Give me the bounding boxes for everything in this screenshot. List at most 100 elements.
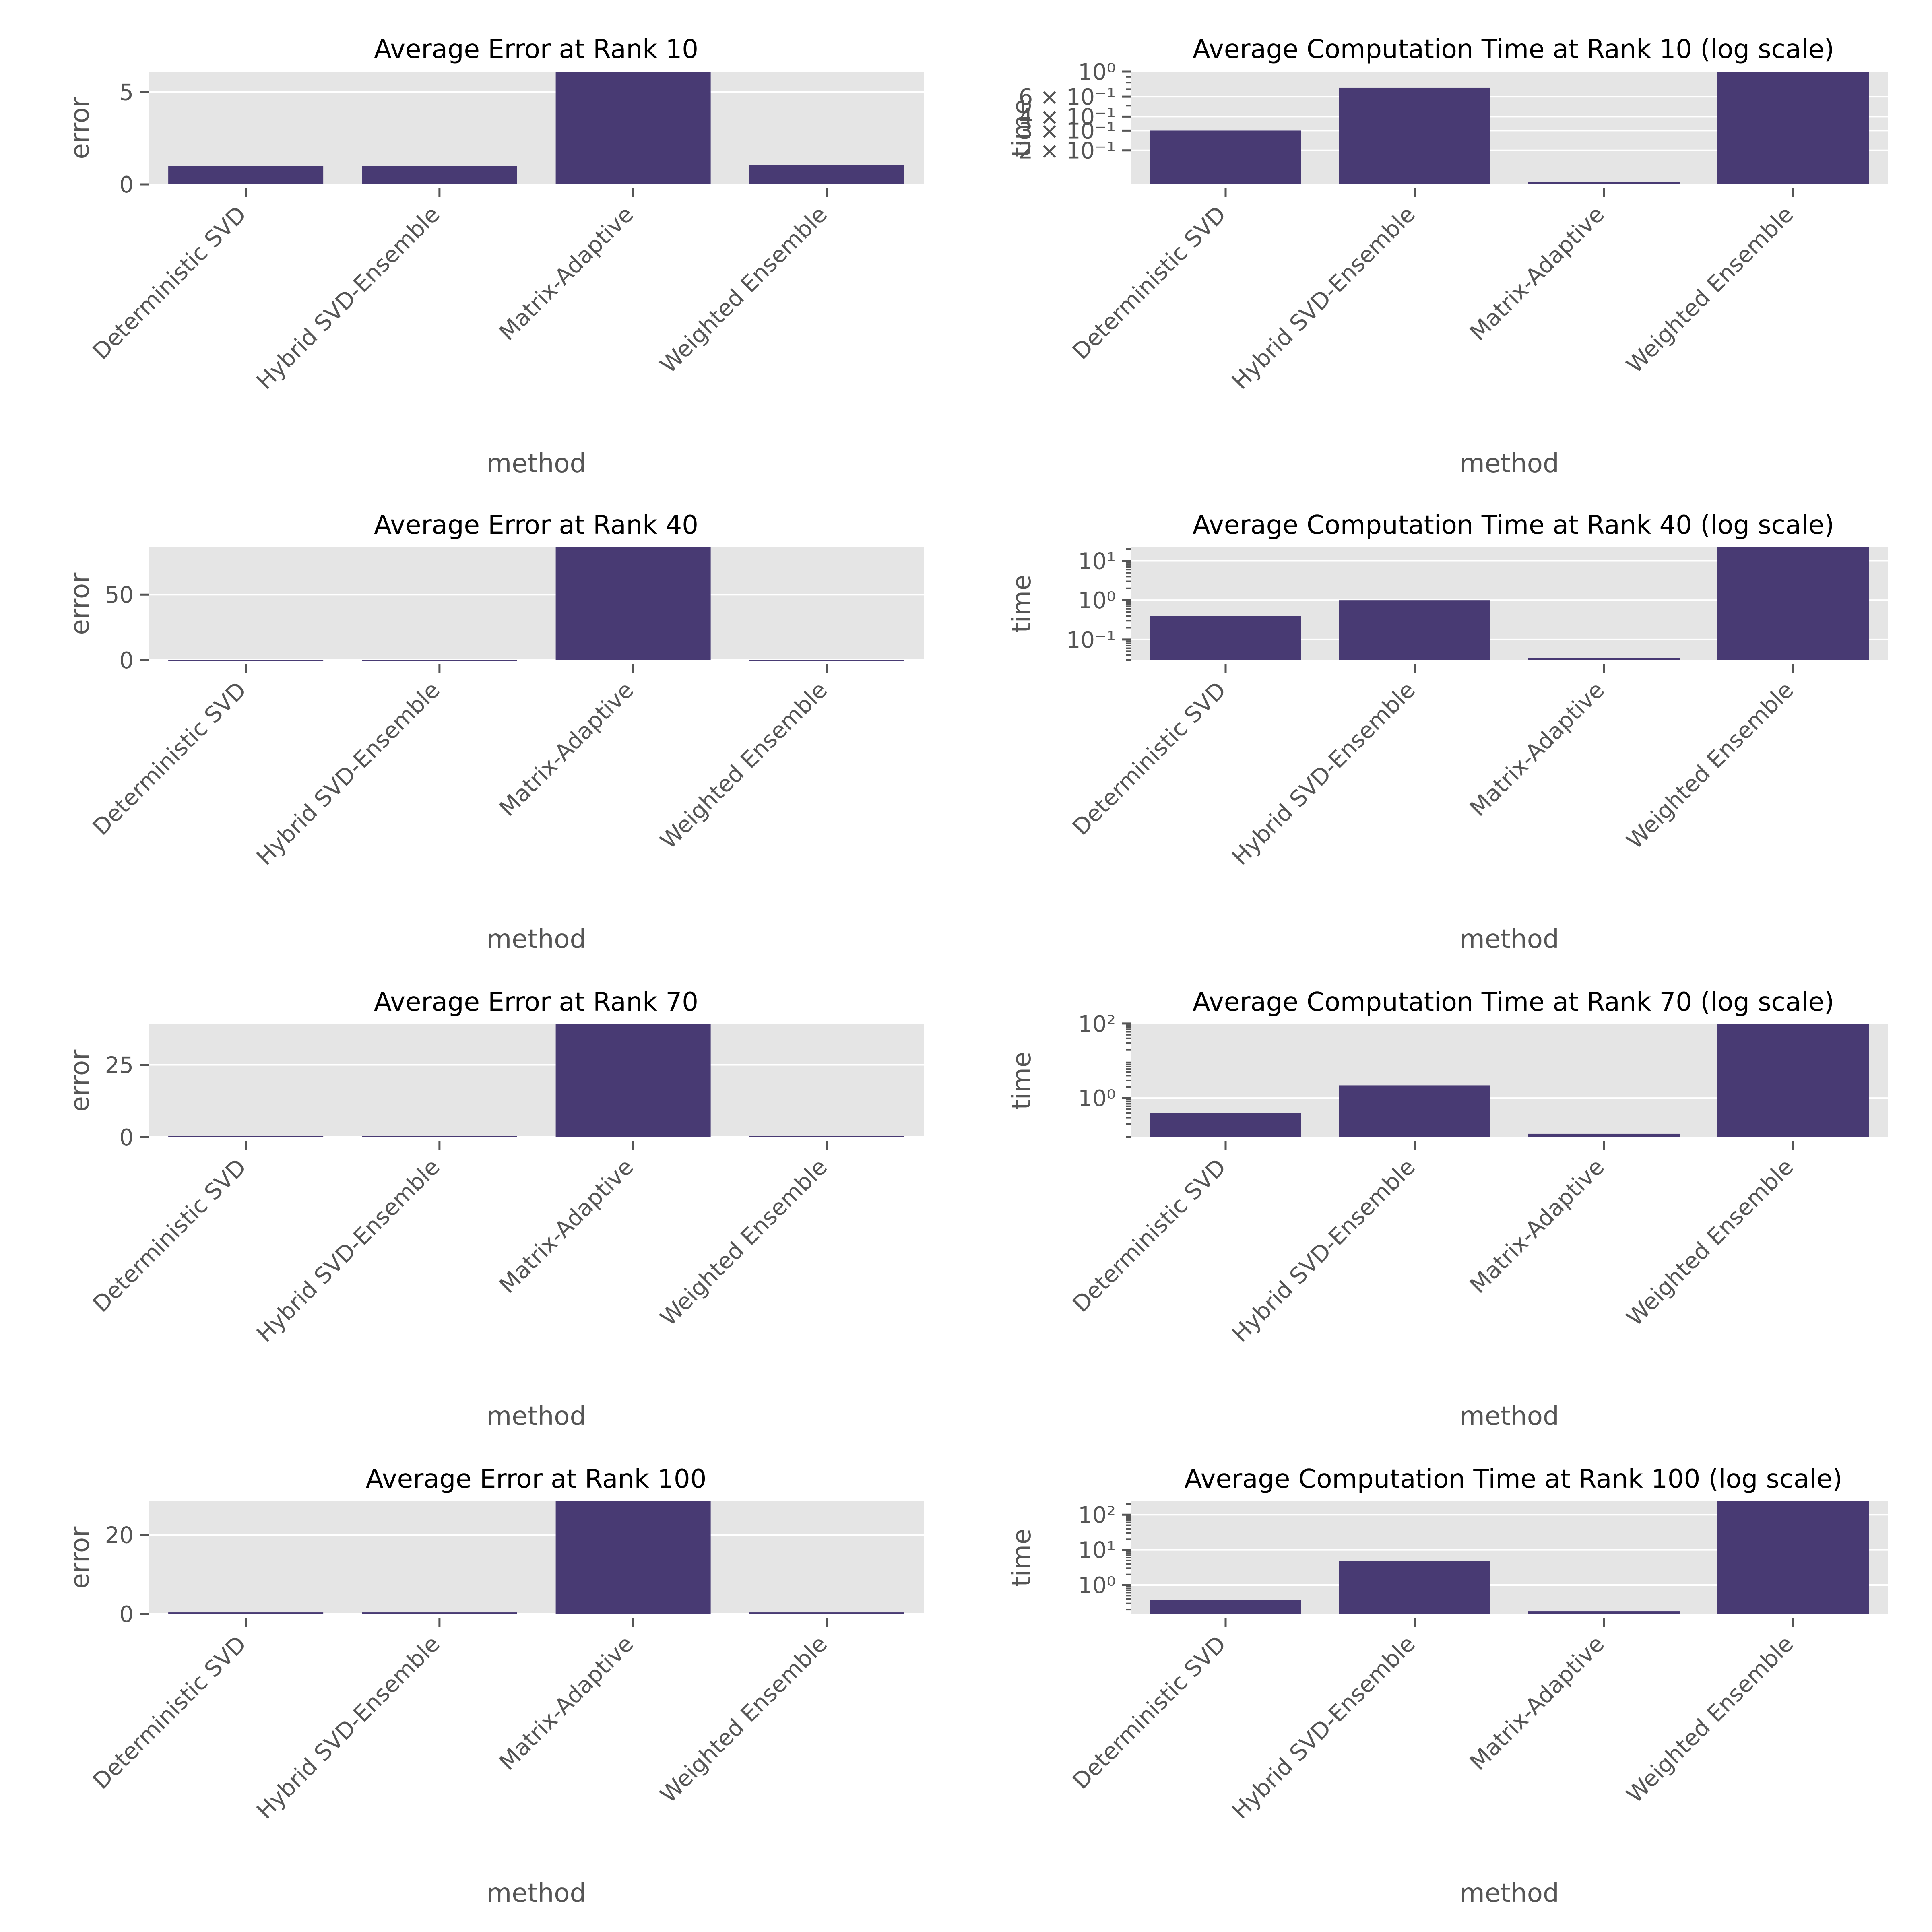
x-tick-label: Deterministic SVD [1068,1631,1231,1794]
x-tick-label: Deterministic SVD [1068,677,1231,840]
bar [1717,1024,1869,1137]
bar [1150,1113,1301,1137]
y-tick-label: 5 [119,79,134,105]
bar [1717,1501,1869,1614]
x-tick-label: Matrix-Adaptive [494,677,639,822]
x-tick-label: Hybrid SVD-Ensemble [1227,677,1420,871]
x-tick-label: Hybrid SVD-Ensemble [252,201,445,395]
y-axis-label: time [1007,575,1037,633]
bar [749,1136,904,1137]
bar [1339,1085,1490,1137]
y-tick-label: 10⁰ [1078,1573,1116,1599]
bar [1150,130,1301,184]
y-tick-label: 0 [119,172,134,198]
x-tick-label: Matrix-Adaptive [1465,1154,1610,1298]
bar [362,660,517,661]
bar [1528,1133,1680,1137]
subplot-7: 0 20 Deterministic SVD Hybrid SVD-Ensemble M… [65,1464,924,1908]
bar [168,1136,324,1137]
x-axis-label: method [1459,925,1559,954]
plot-area [149,1024,924,1137]
bar [1150,1600,1301,1614]
y-tick-label: 10⁰ [1078,59,1116,85]
plot-area [149,547,924,660]
x-axis-label: method [487,449,586,479]
y-axis-label: error [65,572,95,635]
y-axis-label: time [1007,1052,1037,1110]
x-tick-label: Deterministic SVD [88,201,251,365]
x-tick-label: Weighted Ensemble [655,1154,832,1331]
y-tick-label: 3 × 10⁻¹ [1019,118,1116,144]
x-tick-label: Weighted Ensemble [655,1631,832,1808]
x-tick-label: Matrix-Adaptive [494,201,639,346]
y-tick-label: 20 [105,1523,134,1549]
x-tick-label: Matrix-Adaptive [1465,201,1610,346]
x-tick-label: Deterministic SVD [88,1154,251,1317]
chart-title: Average Error at Rank 40 [374,510,698,540]
bar [555,1024,711,1137]
bar [168,660,324,661]
bar [749,660,904,661]
x-tick-label: Hybrid SVD-Ensemble [252,1154,445,1348]
y-tick-label: 50 [105,582,134,608]
chart-title: Average Computation Time at Rank 40 (log… [1193,510,1834,540]
bar [555,547,711,660]
x-tick-label: Matrix-Adaptive [1465,1631,1610,1775]
x-tick-label: Hybrid SVD-Ensemble [1227,201,1420,395]
y-tick-label: 10¹ [1078,548,1116,574]
chart-title: Average Error at Rank 70 [374,987,698,1017]
y-tick-label: 10⁻¹ [1066,627,1116,653]
bar [1150,616,1301,660]
bar [362,1136,517,1137]
y-axis-label: time [1007,99,1037,157]
x-tick-label: Weighted Ensemble [655,677,832,854]
bar [555,1501,711,1614]
bar [1339,600,1490,660]
chart-title: Average Computation Time at Rank 10 (log… [1193,35,1834,64]
x-axis-label: method [1459,449,1559,479]
x-tick-label: Matrix-Adaptive [494,1631,639,1775]
bar [168,1612,324,1614]
y-axis-label: error [65,1049,95,1112]
bar [362,166,517,184]
bar [1717,72,1869,184]
bar [749,165,904,184]
x-tick-label: Weighted Ensemble [1622,1154,1799,1331]
bar [1528,1611,1680,1614]
y-axis-label: time [1007,1529,1037,1587]
x-tick-label: Deterministic SVD [1068,1154,1231,1317]
x-tick-label: Deterministic SVD [88,1631,251,1794]
bar [1528,182,1680,184]
bar [168,166,324,184]
y-tick-label: 10¹ [1078,1538,1116,1564]
x-tick-label: Weighted Ensemble [655,201,832,378]
y-tick-label: 2 × 10⁻¹ [1019,138,1116,164]
x-tick-label: Weighted Ensemble [1622,677,1799,854]
x-axis-label: method [487,1402,586,1431]
y-axis-label: error [65,1526,95,1589]
plot-area [149,1501,924,1614]
x-tick-label: Hybrid SVD-Ensemble [252,1631,445,1825]
x-tick-label: Hybrid SVD-Ensemble [252,677,445,871]
chart-title: Average Computation Time at Rank 70 (log… [1193,987,1834,1017]
bar [1339,87,1490,184]
x-tick-label: Matrix-Adaptive [494,1154,639,1298]
x-tick-label: Matrix-Adaptive [1465,677,1610,822]
y-tick-label: 10² [1078,1011,1116,1037]
x-axis-label: method [1459,1878,1559,1908]
x-tick-label: Weighted Ensemble [1622,1631,1799,1808]
y-tick-label: 4 × 10⁻¹ [1019,104,1116,130]
y-tick-label: 0 [119,1602,134,1628]
chart-title: Average Computation Time at Rank 100 (lo… [1185,1464,1843,1494]
bar [1717,547,1869,660]
y-tick-label: 10² [1078,1502,1116,1528]
subplot-1: 0 5 Deterministic SVD Hybrid SVD-Ensemble Ma… [65,35,924,479]
x-tick-label: Hybrid SVD-Ensemble [1227,1154,1420,1348]
y-tick-label: 25 [105,1053,134,1079]
y-tick-label: 10⁰ [1078,1086,1116,1112]
x-tick-label: Deterministic SVD [88,677,251,840]
